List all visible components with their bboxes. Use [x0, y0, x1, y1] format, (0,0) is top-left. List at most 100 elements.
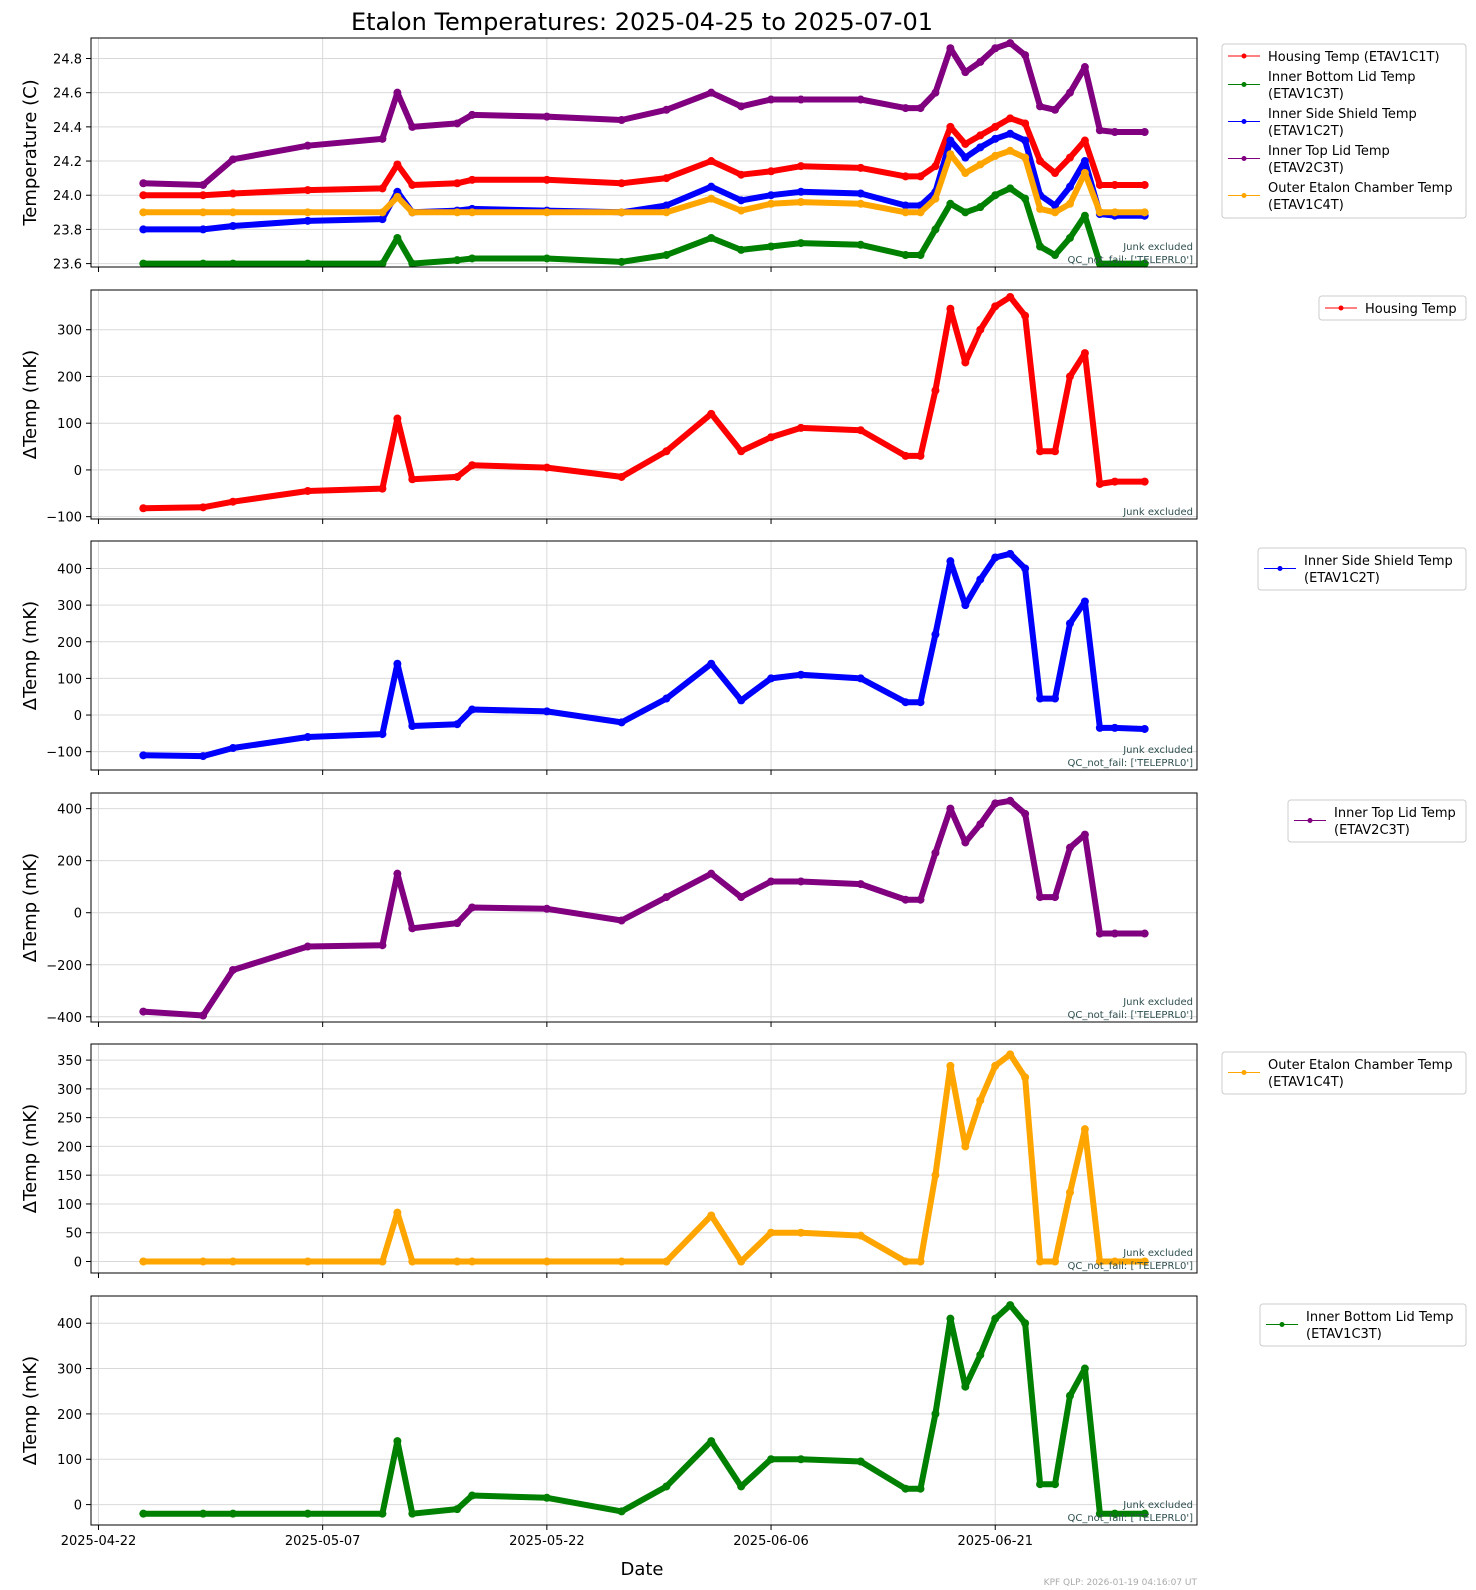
data-point [1080, 211, 1089, 220]
data-point [199, 1257, 208, 1266]
data-point [901, 104, 910, 113]
data-point [1006, 293, 1015, 302]
data-point [737, 1482, 746, 1491]
data-point [1095, 126, 1104, 135]
data-point [468, 903, 477, 912]
data-point [916, 895, 925, 904]
x-tick-label: 2025-06-06 [733, 1534, 809, 1549]
data-point [856, 95, 865, 104]
y-tick-label: 350 [57, 1054, 82, 1069]
data-point [453, 1505, 462, 1514]
data-point [1140, 724, 1149, 733]
annotation-text: Junk excluded [1122, 507, 1193, 518]
data-point [916, 698, 925, 707]
data-point [707, 409, 716, 418]
data-point [916, 1484, 925, 1493]
data-point [767, 191, 776, 200]
legend-label: Inner Side Shield Temp [1304, 554, 1453, 569]
data-point [1110, 723, 1119, 732]
data-point [408, 1509, 417, 1518]
data-point [916, 451, 925, 460]
data-point [1095, 479, 1104, 488]
data-point [1036, 157, 1045, 166]
data-point [1065, 153, 1074, 162]
data-point [1006, 184, 1015, 193]
data-point [1021, 51, 1030, 60]
x-axis-label: Date [620, 1559, 663, 1580]
data-point [931, 1171, 940, 1180]
data-point [961, 68, 970, 77]
data-point [1021, 136, 1030, 145]
legend-label: (ETAV1C4T) [1268, 198, 1344, 213]
data-point [946, 199, 955, 208]
data-point [1036, 447, 1045, 456]
data-point [1006, 549, 1015, 558]
data-point [662, 174, 671, 183]
data-point [468, 705, 477, 714]
data-point [408, 924, 417, 933]
data-point [542, 904, 551, 913]
data-point [1080, 1364, 1089, 1373]
data-point [199, 259, 208, 268]
data-point [707, 194, 716, 203]
series-line [140, 185, 1148, 267]
legend-label: Outer Etalon Chamber Temp [1268, 181, 1453, 196]
data-point [976, 1096, 985, 1105]
y-tick-label: 300 [57, 599, 82, 614]
data-point [1051, 201, 1060, 210]
data-point [1006, 1301, 1015, 1310]
data-point [916, 104, 925, 113]
y-tick-label: 400 [57, 562, 82, 577]
y-tick-label: 400 [57, 1317, 82, 1332]
data-point [796, 198, 805, 207]
data-point [796, 670, 805, 679]
legend: Housing Temp (ETAV1C1T) Inner Bottom Lid … [1221, 43, 1467, 219]
data-point [901, 1257, 910, 1266]
data-point [1036, 893, 1045, 902]
plot-frame [90, 792, 1198, 1023]
data-point [796, 423, 805, 432]
data-point [991, 553, 1000, 562]
plot-frame [90, 1295, 1198, 1526]
legend-marker [1279, 1322, 1285, 1327]
legend-label: Inner Top Lid Temp [1334, 806, 1456, 821]
data-point [1051, 893, 1060, 902]
data-point [737, 196, 746, 205]
data-point [393, 1437, 402, 1446]
data-point [199, 1509, 208, 1518]
data-point [1006, 39, 1015, 48]
data-point [393, 160, 402, 169]
data-point [1036, 204, 1045, 213]
chart-panel-3: −100 0 100 200 300 400 ΔTemp (mK) Junk excluded… [20, 540, 1467, 775]
y-tick-label: 0 [74, 709, 82, 724]
data-point [378, 259, 387, 268]
series-line [140, 1302, 1148, 1517]
data-point [707, 233, 716, 242]
data-point [228, 259, 237, 268]
y-tick-label: 0 [74, 1255, 82, 1270]
data-point [662, 201, 671, 210]
data-point [767, 199, 776, 208]
data-point [796, 877, 805, 886]
data-point [453, 472, 462, 481]
data-point [961, 169, 970, 178]
data-point [468, 110, 477, 119]
data-point [617, 257, 626, 266]
legend-marker [1307, 818, 1313, 823]
data-point [737, 245, 746, 254]
x-tick-label: 2025-04-22 [61, 1534, 137, 1549]
data-point [931, 88, 940, 97]
data-point [931, 630, 940, 639]
y-tick-label: 400 [57, 803, 82, 818]
data-point [662, 1482, 671, 1491]
data-point [393, 233, 402, 242]
data-point [916, 172, 925, 181]
legend-label: Outer Etalon Chamber Temp [1268, 1058, 1453, 1073]
data-point [1036, 1480, 1045, 1489]
data-point [1051, 251, 1060, 260]
legend-marker [1241, 193, 1247, 198]
data-point [901, 172, 910, 181]
data-point [1080, 830, 1089, 839]
y-tick-label: 24.8 [53, 53, 82, 68]
data-point [1065, 233, 1074, 242]
